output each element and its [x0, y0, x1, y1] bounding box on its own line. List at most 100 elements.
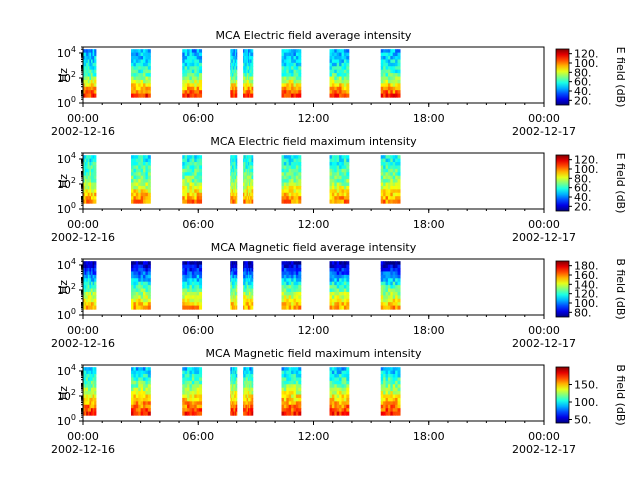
spectrogram-cell [390, 281, 394, 286]
spectrogram-cell [245, 69, 248, 74]
spectrogram-cell [234, 261, 236, 266]
spectrogram-cell [246, 401, 249, 406]
spectrogram-cell [131, 408, 135, 413]
spectrogram-cell [283, 380, 287, 385]
spectrogram-cell [334, 62, 338, 67]
spectrogram-cell [395, 73, 399, 78]
spectrogram-cell [334, 288, 338, 293]
spectrogram-cell [135, 291, 139, 296]
spectrogram-cell [196, 175, 200, 180]
spectrogram-cell [341, 384, 345, 389]
spectrogram-cell [246, 387, 249, 392]
spectrogram-cell [86, 83, 89, 88]
spectrogram-cell [293, 52, 297, 57]
spectrogram-cell [298, 268, 302, 273]
spectrogram-cell [233, 397, 235, 402]
spectrogram-cell [232, 185, 235, 190]
spectrogram-cell [249, 288, 251, 293]
spectrogram-cell [387, 291, 391, 296]
spectrogram-cell [230, 62, 232, 67]
spectrogram-cell [251, 295, 254, 300]
spectrogram-cell [147, 69, 151, 74]
spectrogram-cell [191, 49, 195, 54]
spectrogram-cell [191, 391, 195, 396]
spectrogram-cell [231, 261, 233, 266]
spectrogram-cell [92, 168, 95, 173]
spectrogram-cell [387, 182, 391, 187]
spectrogram-cell [397, 394, 401, 399]
spectrogram-cell [329, 397, 333, 402]
spectrogram-cell [334, 404, 338, 409]
spectrogram-cell [191, 291, 195, 296]
colorbar-label: B field (dB) [614, 364, 627, 425]
spectrogram-cell [199, 377, 203, 382]
spectrogram-cell [233, 384, 235, 389]
spectrogram-cell [334, 374, 338, 379]
spectrogram-cell [135, 394, 139, 399]
spectrogram-cell [230, 76, 232, 81]
spectrogram-cell [89, 288, 92, 293]
spectrogram-cell [295, 52, 299, 57]
spectrogram-cell [395, 268, 399, 273]
spectrogram-cell [231, 192, 233, 197]
spectrogram-cell [189, 397, 193, 402]
spectrogram-cell [184, 185, 188, 190]
spectrogram-cell [89, 404, 92, 409]
spectrogram-cell [247, 199, 250, 204]
spectrogram-cell [143, 86, 147, 91]
spectrogram-cell [247, 380, 250, 385]
spectrogram-cell [245, 394, 248, 399]
spectrogram-cell [339, 162, 343, 167]
spectrogram-cell [283, 196, 287, 201]
spectrogram-cell [336, 79, 340, 84]
spectrogram-cell [293, 387, 297, 392]
spectrogram-cell [83, 90, 86, 95]
spectrogram-cell [288, 192, 292, 197]
spectrogram-cell [94, 62, 97, 67]
spectrogram-cell [395, 192, 399, 197]
spectrogram-cell [231, 274, 233, 279]
spectrogram-cell [182, 192, 186, 197]
spectrogram-cell [283, 281, 287, 286]
spectrogram-cell [235, 192, 238, 197]
spectrogram-cell [244, 288, 247, 293]
spectrogram-cell [251, 52, 254, 57]
spectrogram-cell [245, 261, 248, 266]
spectrogram-cell [234, 76, 236, 81]
spectrogram-cell [247, 387, 250, 392]
spectrogram-cell [336, 278, 340, 283]
spectrogram-cell [336, 76, 340, 81]
spectrogram-cell [89, 69, 92, 74]
spectrogram-cell [286, 391, 290, 396]
spectrogram-cell [250, 377, 253, 382]
spectrogram-cell [250, 298, 253, 303]
spectrogram-cell [343, 298, 347, 303]
spectrogram-cell [189, 59, 193, 64]
spectrogram-cell [135, 298, 139, 303]
spectrogram-cell [187, 76, 191, 81]
spectrogram-cell [187, 305, 191, 310]
spectrogram-cell [293, 93, 297, 98]
spectrogram-cell [199, 155, 203, 160]
spectrogram-cell [288, 305, 292, 310]
spectrogram-cell [235, 93, 238, 98]
spectrogram-cell [187, 278, 191, 283]
spectrogram-cell [92, 261, 95, 266]
spectrogram-cell [135, 172, 139, 177]
spectrogram-cell [91, 394, 94, 399]
spectrogram-cell [392, 90, 396, 95]
spectrogram-cell [244, 56, 247, 61]
spectrogram-cell [385, 162, 389, 167]
spectrogram-cell [249, 56, 251, 61]
spectrogram-cell [390, 394, 394, 399]
spectrogram-cell [234, 387, 236, 392]
spectrogram-cell [191, 394, 195, 399]
spectrogram-cell [343, 192, 347, 197]
spectrogram-cell [140, 291, 144, 296]
spectrogram-cell [334, 285, 338, 290]
spectrogram-cell [390, 264, 394, 269]
spectrogram-cell [249, 298, 251, 303]
spectrogram-cell [84, 285, 87, 290]
spectrogram-cell [182, 380, 186, 385]
spectrogram-cell [251, 261, 254, 266]
